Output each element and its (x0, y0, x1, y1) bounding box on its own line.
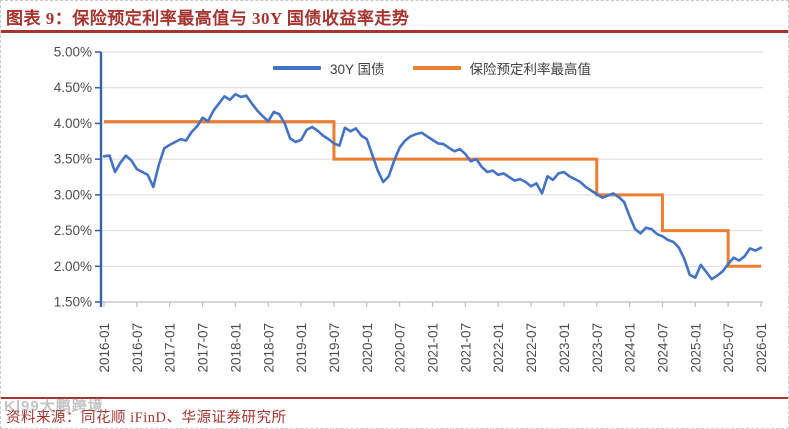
y-axis-label: 4.50% (54, 80, 92, 95)
y-axis-label: 5.00% (54, 45, 92, 60)
source-note: 资料来源：同花顺 iFinD、华源证券研究所 (6, 410, 287, 426)
x-axis-label: 2024-01 (623, 323, 638, 373)
x-axis-label: 2023-01 (557, 323, 572, 373)
x-axis (101, 301, 763, 307)
series-insurance-rate-line (104, 120, 761, 268)
chart-legend: 30Y 国债 保险预定利率最高值 (272, 58, 592, 78)
x-axis-label: 2024-07 (655, 323, 670, 373)
x-axis-label: 2022-01 (491, 323, 506, 373)
x-axis-labels: 2016-01 2016-07 2017-01 2017-07 2018-01 2018-… (97, 323, 769, 373)
x-axis-label: 2019-07 (327, 323, 342, 373)
x-axis-label: 2017-01 (163, 323, 178, 373)
series-30y-bond-line (102, 92, 763, 281)
x-axis-label: 2018-07 (261, 323, 276, 373)
x-axis-label: 2018-01 (228, 323, 243, 373)
legend-swatch-30y-bond (272, 66, 321, 70)
y-axis-label: 3.00% (54, 187, 92, 202)
x-axis-label: 2016-01 (97, 323, 112, 373)
x-axis-label: 2021-07 (458, 323, 473, 373)
x-axis-label: 2019-01 (294, 323, 309, 373)
y-axis (95, 51, 103, 307)
x-axis-label: 2017-07 (196, 323, 211, 373)
y-axis-label: 2.50% (54, 223, 92, 238)
figure-title-row: 图表 9：保险预定利率最高值与 30Y 国债收益率走势 (1, 1, 788, 33)
figure-footer: 资料来源：同花顺 iFinD、华源证券研究所 (1, 397, 788, 427)
y-axis-labels: 5.00% 4.50% 4.00% 3.50% 3.00% 2.50% 2.00% 1.50% (54, 45, 92, 310)
legend-item-insurance-rate: 保险预定利率最高值 (412, 58, 592, 78)
x-axis-label: 2021-01 (426, 323, 441, 373)
gridlines (101, 51, 763, 267)
x-axis-label: 2022-07 (524, 323, 539, 373)
legend-item-30y-bond: 30Y 国债 (272, 58, 385, 78)
x-axis-label: 2026-01 (754, 323, 769, 373)
chart-area: 5.00% 4.50% 4.00% 3.50% 3.00% 2.50% 2.00% 1.50%… (1, 33, 788, 397)
line-chart: 5.00% 4.50% 4.00% 3.50% 3.00% 2.50% 2.00% 1.50%… (54, 45, 769, 373)
legend-label-30y-bond: 30Y 国债 (329, 62, 385, 77)
y-axis-label: 2.00% (54, 259, 92, 274)
x-axis-label: 2020-01 (360, 323, 375, 373)
figure-title: 图表 9：保险预定利率最高值与 30Y 国债收益率走势 (6, 9, 410, 28)
legend-label-insurance-rate: 保险预定利率最高值 (469, 62, 592, 77)
y-axis-label: 1.50% (54, 295, 92, 310)
y-axis-label: 4.00% (54, 116, 92, 131)
x-axis-label: 2023-07 (590, 323, 605, 373)
x-axis-label: 2020-07 (393, 323, 408, 373)
x-axis-label: 2016-07 (130, 323, 145, 373)
x-axis-label: 2025-07 (721, 323, 736, 373)
x-axis-label: 2025-01 (688, 323, 703, 373)
legend-swatch-insurance-rate (412, 66, 461, 70)
y-axis-label: 3.50% (54, 152, 92, 167)
